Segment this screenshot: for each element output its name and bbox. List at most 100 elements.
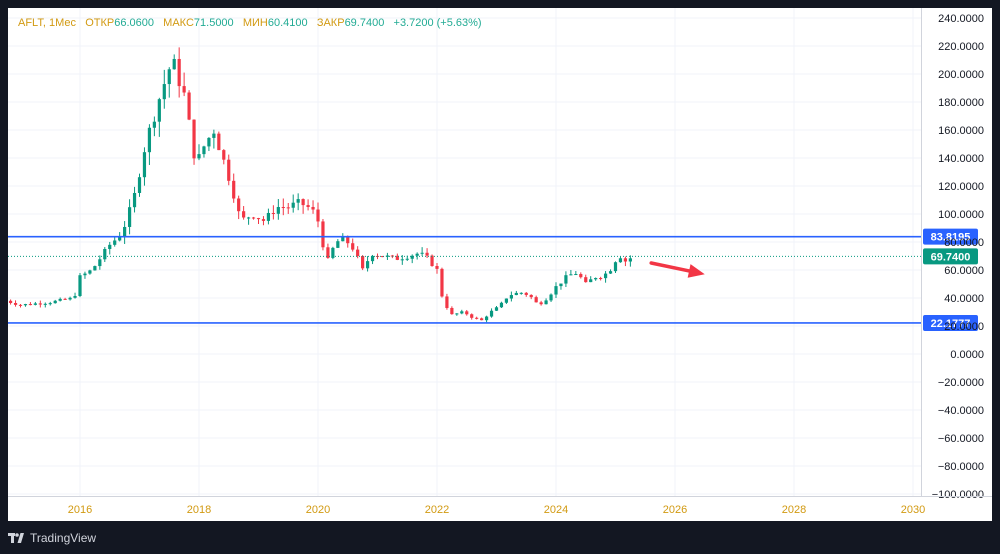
footer-brand[interactable]: TradingView: [8, 524, 96, 552]
candle-body: [217, 133, 221, 151]
candle-body: [187, 92, 191, 120]
candle-body: [137, 177, 142, 193]
level-badge: [923, 314, 978, 331]
candle-body: [395, 255, 399, 260]
level-badge: [923, 228, 978, 245]
candle-body: [460, 311, 464, 314]
legend-high-value: 71.5000: [193, 17, 234, 29]
y-tick-label: 60.0000: [944, 265, 984, 277]
y-tick-label: −60.0000: [938, 433, 984, 445]
candle-body: [123, 226, 127, 238]
candle-body: [415, 253, 419, 256]
candle-body: [291, 202, 295, 208]
y-tick-label: 240.0000: [938, 13, 984, 25]
candle-body: [623, 258, 628, 262]
candle-body: [301, 199, 305, 206]
candle-body: [370, 255, 375, 262]
candle-body: [385, 255, 390, 257]
candle-body: [499, 302, 504, 308]
legend-change: +3.7200 (+5.63%): [393, 17, 482, 29]
candle-body: [172, 58, 176, 70]
candle-body: [68, 297, 72, 300]
candles: [8, 47, 632, 323]
y-tick-label: 100.0000: [938, 209, 984, 221]
legend-open-label: ОТКР: [85, 17, 115, 29]
candle-body: [48, 303, 52, 305]
candle-body: [33, 303, 37, 305]
legend-ticker: AFLT, 1Мес: [18, 17, 76, 29]
last-price-label: 69.7400: [931, 251, 971, 263]
candle-body: [83, 273, 87, 276]
x-tick-label: 2018: [187, 504, 211, 516]
y-tick-label: −80.0000: [938, 461, 984, 473]
chart-panel[interactable]: 83.8195 22.1777 69.7400 240.0000 220.0000 20…: [8, 8, 992, 521]
candle-body: [202, 146, 206, 155]
candle-body: [509, 295, 513, 299]
candle-body: [529, 294, 533, 298]
y-tick-label: 160.0000: [938, 125, 984, 137]
candle-body: [628, 258, 632, 262]
candle-body: [489, 310, 494, 317]
legend-close-label: ЗАКР: [316, 17, 345, 29]
candle-body: [13, 302, 18, 305]
candle-body: [113, 240, 117, 245]
tradingview-logo-icon: [8, 533, 24, 543]
candle-body: [88, 270, 92, 274]
y-tick-label: 120.0000: [938, 181, 984, 193]
candle-body: [410, 255, 414, 259]
candle-body: [207, 137, 211, 147]
candle-body: [321, 221, 325, 248]
candle-body: [445, 296, 449, 308]
legend-low-value: 60.4100: [267, 17, 308, 29]
candle-body: [618, 258, 623, 263]
y-tick-label: −20.0000: [938, 377, 984, 389]
candle-body: [152, 121, 156, 128]
overlays: 83.8195 22.1777 69.7400: [8, 228, 978, 331]
candle-body: [380, 256, 385, 258]
candle-body: [108, 244, 112, 250]
candle-body: [232, 180, 236, 199]
candle-body: [296, 199, 300, 203]
y-tick-label: 200.0000: [938, 69, 984, 81]
candle-body: [341, 236, 345, 242]
candle-body: [147, 127, 152, 153]
candle-body: [480, 318, 484, 321]
chart-canvas[interactable]: 83.8195 22.1777 69.7400 240.0000 220.0000 20…: [8, 8, 992, 521]
y-tick-label: 180.0000: [938, 97, 984, 109]
candle-body: [311, 206, 315, 210]
candle-body: [256, 218, 261, 220]
y-tick-label: 140.0000: [938, 153, 984, 165]
candle-body: [276, 207, 280, 214]
candle-body: [504, 298, 509, 303]
candle-body: [261, 219, 266, 221]
x-tick-label: 2026: [663, 504, 687, 516]
footer-brand-label: TradingView: [30, 531, 97, 545]
candle-body: [182, 86, 186, 93]
candle-body: [544, 300, 548, 305]
y-tick-label: −100.0000: [932, 489, 984, 501]
candle-body: [167, 69, 171, 85]
candle-body: [142, 152, 147, 178]
x-tick-label: 2016: [68, 504, 92, 516]
candle-body: [316, 209, 320, 222]
candle-body: [212, 133, 216, 138]
candle-body: [336, 241, 340, 248]
y-tick-label: 40.0000: [944, 293, 984, 305]
candle-body: [584, 277, 588, 283]
x-tick-label: 2020: [306, 504, 330, 516]
candle-body: [579, 274, 583, 278]
candle-body: [361, 255, 365, 269]
candle-body: [475, 317, 479, 319]
candle-body: [192, 119, 196, 159]
candle-body: [594, 278, 598, 280]
arrow-annotation-head: [687, 264, 705, 278]
candle-body: [346, 236, 350, 244]
candle-body: [246, 217, 251, 219]
candle-body: [306, 205, 310, 207]
candle-body: [613, 262, 618, 272]
candle-body: [435, 266, 439, 269]
candle-body: [559, 283, 563, 287]
candle-body: [103, 249, 107, 260]
candle-body: [430, 255, 434, 267]
candle-body: [28, 304, 33, 306]
